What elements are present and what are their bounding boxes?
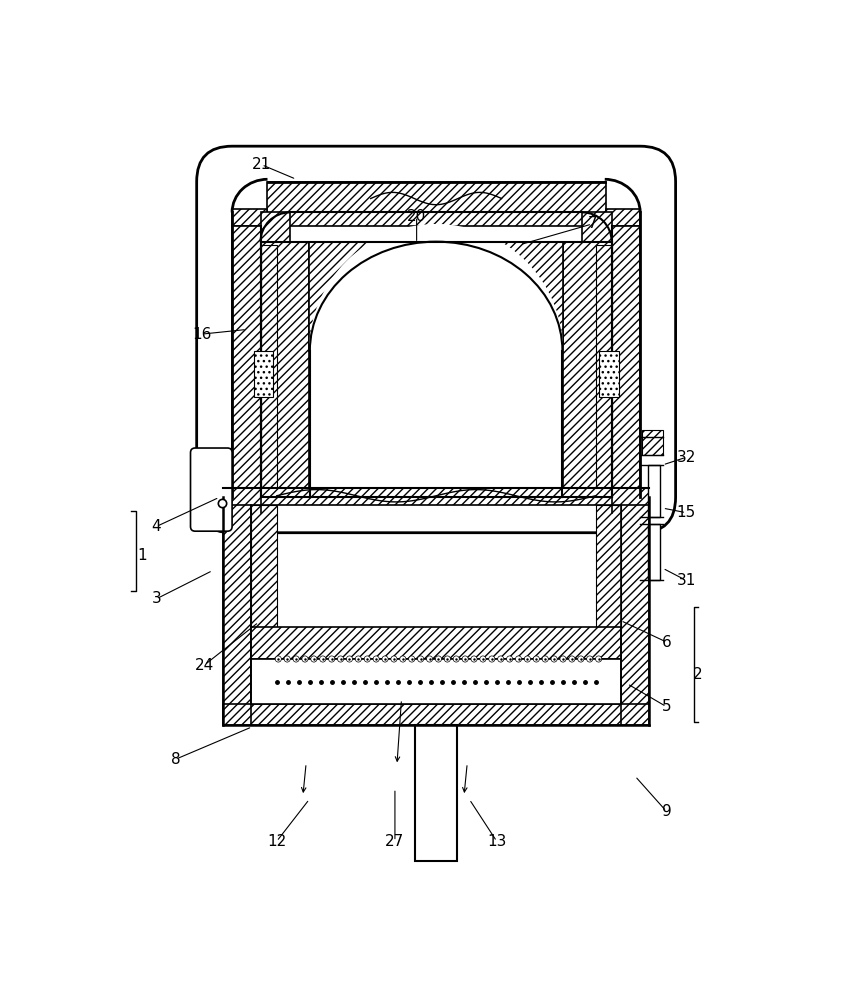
Circle shape bbox=[417, 656, 423, 662]
Bar bbox=[647, 524, 659, 580]
Circle shape bbox=[550, 656, 556, 662]
Circle shape bbox=[497, 656, 503, 662]
Text: 9: 9 bbox=[661, 804, 670, 819]
Circle shape bbox=[399, 656, 405, 662]
Bar bbox=[223, 497, 251, 725]
Text: 12: 12 bbox=[267, 834, 286, 849]
Bar bbox=[310, 351, 562, 497]
Bar bbox=[232, 209, 266, 226]
Circle shape bbox=[363, 656, 370, 662]
Text: 4: 4 bbox=[151, 519, 161, 534]
Circle shape bbox=[453, 656, 459, 662]
Circle shape bbox=[373, 656, 379, 662]
Circle shape bbox=[302, 656, 308, 662]
Bar bbox=[620, 497, 648, 725]
Circle shape bbox=[470, 656, 477, 662]
Text: 27: 27 bbox=[385, 834, 404, 849]
Text: 3: 3 bbox=[151, 591, 161, 606]
Text: 24: 24 bbox=[194, 658, 213, 673]
Bar bbox=[251, 505, 276, 632]
Circle shape bbox=[346, 656, 352, 662]
Text: 13: 13 bbox=[486, 834, 506, 849]
Bar bbox=[582, 212, 611, 242]
Text: 1: 1 bbox=[136, 548, 147, 563]
Bar bbox=[260, 242, 309, 497]
Circle shape bbox=[506, 656, 512, 662]
Text: 6: 6 bbox=[661, 635, 670, 650]
Text: 16: 16 bbox=[192, 327, 212, 342]
Text: 31: 31 bbox=[676, 573, 695, 588]
Bar bbox=[415, 725, 456, 861]
Bar bbox=[562, 242, 611, 497]
Bar bbox=[232, 226, 260, 497]
Circle shape bbox=[542, 656, 548, 662]
Circle shape bbox=[532, 656, 539, 662]
Circle shape bbox=[275, 656, 281, 662]
Circle shape bbox=[461, 656, 467, 662]
Text: 7: 7 bbox=[587, 216, 596, 231]
Circle shape bbox=[479, 656, 485, 662]
FancyBboxPatch shape bbox=[190, 448, 232, 531]
Circle shape bbox=[319, 656, 326, 662]
Text: 21: 21 bbox=[252, 157, 270, 172]
Bar bbox=[647, 465, 659, 517]
Circle shape bbox=[435, 656, 441, 662]
Bar bbox=[223, 488, 648, 505]
Circle shape bbox=[391, 656, 397, 662]
Circle shape bbox=[577, 656, 583, 662]
Bar bbox=[253, 351, 273, 397]
Bar bbox=[605, 209, 640, 226]
Text: 15: 15 bbox=[676, 505, 695, 520]
FancyBboxPatch shape bbox=[196, 146, 675, 533]
Circle shape bbox=[560, 656, 566, 662]
Circle shape bbox=[524, 656, 530, 662]
Circle shape bbox=[426, 656, 432, 662]
Bar bbox=[260, 245, 276, 496]
Circle shape bbox=[381, 656, 387, 662]
Circle shape bbox=[515, 656, 521, 662]
Text: 2: 2 bbox=[692, 667, 701, 682]
Circle shape bbox=[310, 656, 316, 662]
Circle shape bbox=[444, 656, 450, 662]
Bar bbox=[251, 659, 620, 704]
Bar bbox=[266, 182, 605, 226]
Bar bbox=[595, 245, 611, 496]
Circle shape bbox=[568, 656, 574, 662]
Circle shape bbox=[328, 656, 334, 662]
Circle shape bbox=[284, 656, 290, 662]
Circle shape bbox=[488, 656, 495, 662]
Bar bbox=[251, 627, 620, 659]
Circle shape bbox=[355, 656, 361, 662]
Bar bbox=[223, 704, 648, 725]
Bar bbox=[599, 351, 618, 397]
Text: 8: 8 bbox=[171, 752, 181, 767]
Wedge shape bbox=[309, 224, 562, 351]
Bar bbox=[595, 505, 620, 632]
Circle shape bbox=[586, 656, 592, 662]
Circle shape bbox=[293, 656, 299, 662]
Text: 5: 5 bbox=[661, 699, 670, 714]
Bar bbox=[260, 212, 289, 242]
Bar bbox=[611, 226, 640, 497]
Circle shape bbox=[409, 656, 415, 662]
Text: 32: 32 bbox=[676, 450, 695, 465]
Bar bbox=[309, 242, 562, 351]
Bar bbox=[641, 430, 663, 455]
Text: 20: 20 bbox=[407, 209, 426, 224]
Circle shape bbox=[337, 656, 343, 662]
Circle shape bbox=[595, 656, 601, 662]
